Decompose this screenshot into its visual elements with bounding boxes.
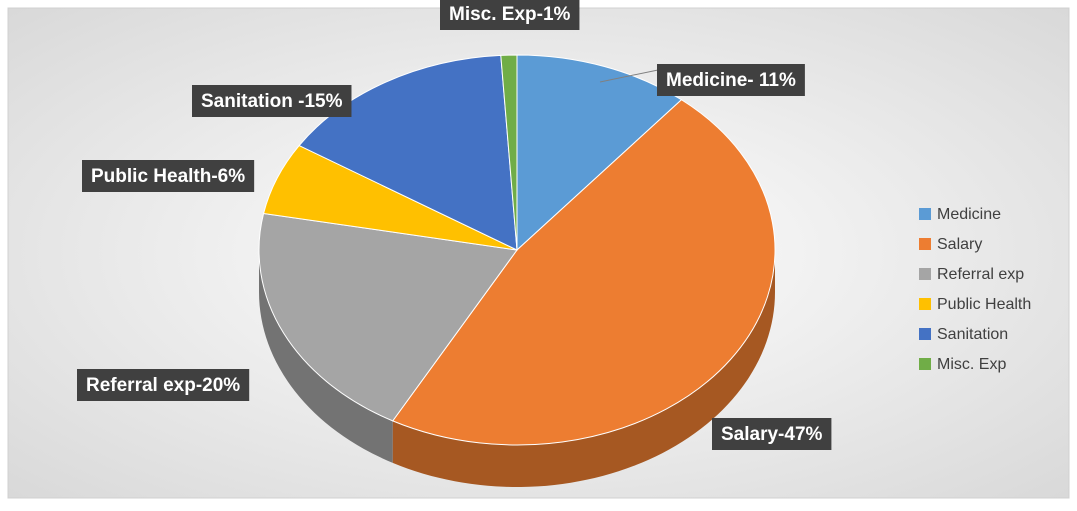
pie-tops — [258, 54, 776, 446]
data-label: Referral exp-20% — [77, 369, 250, 401]
legend-label: Misc. Exp — [937, 356, 1006, 373]
legend-swatch — [919, 358, 931, 370]
label-box — [192, 85, 352, 117]
label-text: Referral exp-20% — [86, 375, 240, 396]
label-box — [77, 369, 250, 401]
slice — [258, 212, 518, 422]
label-text: Sanitation -15% — [201, 91, 343, 112]
label-box — [712, 418, 832, 450]
label-box — [440, 0, 580, 30]
slice-side — [259, 250, 393, 463]
data-label: Public Health-6% — [82, 160, 255, 192]
label-box — [82, 160, 255, 192]
legend-label: Salary — [937, 236, 982, 253]
legend-swatch — [919, 238, 931, 250]
data-label: Salary-47% — [712, 418, 832, 450]
slice — [298, 54, 518, 251]
legend-swatch — [919, 208, 931, 220]
legend-label: Public Health — [937, 296, 1031, 313]
pie-sides — [259, 250, 775, 487]
label-text: Salary-47% — [721, 424, 823, 445]
legend: Medicine Salary Referral exp Public Health S… — [919, 206, 1031, 373]
label-text: Public Health-6% — [91, 166, 245, 187]
legend-label: Referral exp — [937, 266, 1024, 283]
leader-line — [599, 69, 659, 83]
legend-swatch — [919, 328, 931, 340]
data-label: Medicine- 11% — [657, 64, 805, 96]
data-label: Sanitation -15% — [192, 85, 352, 117]
legend-swatch — [919, 268, 931, 280]
legend-swatch — [919, 298, 931, 310]
label-text: Medicine- 11% — [666, 70, 796, 91]
legend-label: Sanitation — [937, 326, 1008, 343]
legend-label: Medicine — [937, 206, 1001, 223]
label-box — [657, 64, 805, 96]
slice — [500, 54, 518, 251]
slice — [391, 99, 776, 446]
data-labels: Medicine- 11% Salary-47% Referral exp-20% P… — [77, 0, 832, 450]
slice-side — [392, 250, 775, 487]
data-label: Misc. Exp-1% — [440, 0, 580, 30]
label-text: Misc. Exp-1% — [449, 4, 571, 25]
